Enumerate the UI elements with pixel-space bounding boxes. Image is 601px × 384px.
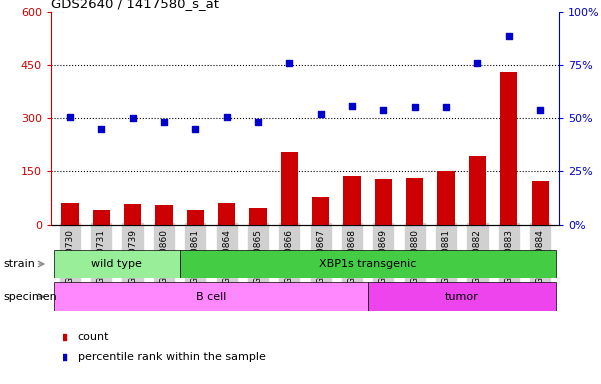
Point: [535, 107, 545, 113]
Point: [96, 126, 106, 132]
Point: [441, 104, 451, 110]
Point: [128, 115, 138, 121]
Bar: [500, 72, 517, 225]
Point: [253, 119, 263, 126]
Text: strain: strain: [3, 259, 35, 269]
Bar: [180, 250, 556, 278]
Bar: [531, 181, 549, 225]
Bar: [61, 204, 79, 225]
Bar: [469, 156, 486, 225]
Text: tumor: tumor: [445, 291, 478, 302]
Text: XBP1s transgenic: XBP1s transgenic: [319, 259, 416, 269]
Bar: [54, 282, 368, 311]
Point: [316, 111, 326, 117]
Text: wild type: wild type: [91, 259, 142, 269]
Bar: [281, 152, 298, 225]
Bar: [124, 204, 141, 225]
Bar: [406, 178, 423, 225]
Point: [58, 333, 68, 339]
Bar: [375, 179, 392, 225]
Bar: [93, 210, 110, 225]
Point: [65, 114, 75, 121]
Bar: [218, 203, 235, 225]
Bar: [249, 208, 267, 225]
Bar: [438, 170, 455, 225]
Point: [472, 60, 482, 66]
Point: [410, 104, 419, 111]
Bar: [187, 210, 204, 225]
Text: specimen: specimen: [3, 291, 56, 302]
Text: percentile rank within the sample: percentile rank within the sample: [78, 351, 266, 361]
Point: [191, 126, 200, 132]
Point: [504, 33, 514, 39]
Text: B cell: B cell: [196, 291, 226, 302]
Bar: [155, 205, 172, 225]
Point: [222, 114, 231, 120]
Point: [284, 60, 294, 66]
Text: count: count: [78, 331, 109, 341]
Point: [159, 119, 169, 125]
Bar: [54, 250, 180, 278]
Bar: [368, 282, 556, 311]
Text: GDS2640 / 1417580_s_at: GDS2640 / 1417580_s_at: [51, 0, 219, 10]
Point: [379, 107, 388, 113]
Point: [347, 103, 357, 109]
Point: [58, 353, 68, 359]
Bar: [312, 197, 329, 225]
Bar: [343, 175, 361, 225]
